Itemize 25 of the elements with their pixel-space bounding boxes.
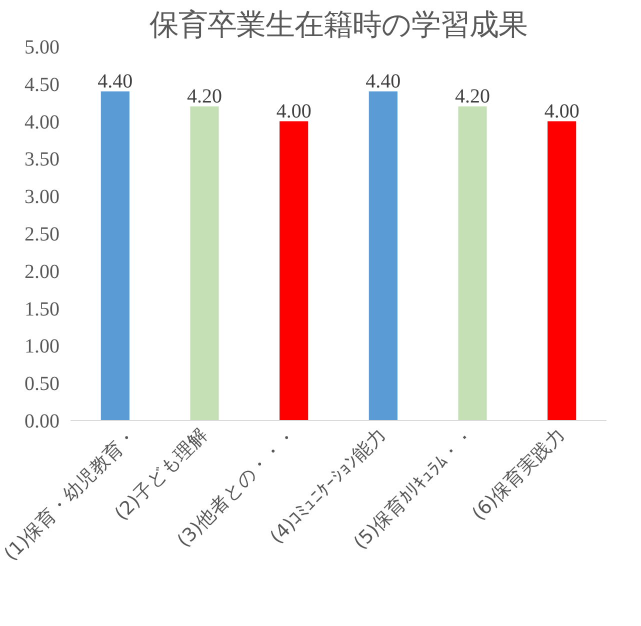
bar: [190, 106, 219, 420]
y-tick-label: 0.50: [24, 373, 60, 396]
bar: [368, 91, 398, 420]
bar: [280, 121, 308, 420]
y-tick-label: 5.00: [24, 36, 60, 58]
data-label: 4.40: [98, 70, 133, 92]
bar: [100, 91, 130, 420]
y-tick-label: 4.50: [24, 74, 60, 96]
y-tick-label: 1.00: [24, 336, 60, 358]
bar: [458, 106, 487, 420]
chart-title: 保育卒業生在籍時の学習成果: [150, 8, 528, 42]
data-label: 4.00: [544, 100, 580, 122]
y-tick-label: 3.50: [24, 148, 60, 171]
bar: [548, 121, 576, 420]
data-label: 4.40: [366, 70, 401, 92]
data-label: 4.00: [276, 100, 312, 122]
y-tick-label: 3.00: [24, 186, 60, 208]
data-label: 4.20: [187, 85, 222, 108]
y-tick-label: 1.50: [24, 298, 60, 320]
y-tick-label: 0.00: [24, 410, 60, 432]
data-label: 4.20: [455, 85, 490, 108]
y-tick-label: 4.00: [24, 111, 60, 134]
y-tick-label: 2.00: [24, 260, 60, 283]
x-tick-label: (6)保育実践力: [468, 423, 570, 525]
y-tick-label: 2.50: [24, 224, 60, 246]
